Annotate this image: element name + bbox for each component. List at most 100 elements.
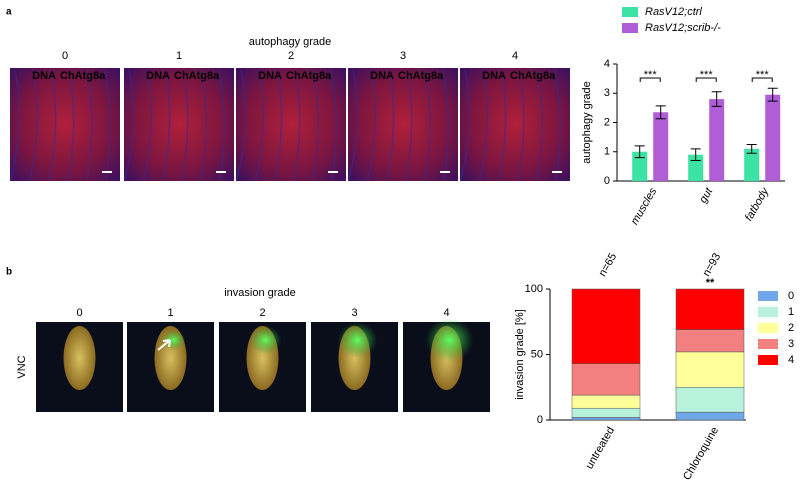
gfp (425, 318, 474, 362)
sig-bracket (639, 77, 661, 82)
error-bar (690, 148, 701, 162)
significance: *** (700, 69, 714, 81)
stain-label: DNA (146, 70, 170, 82)
legend-label: RasV12;ctrl (645, 6, 702, 18)
bar (632, 151, 648, 181)
texture (554, 69, 562, 181)
stain-label: ChAtg8a (60, 70, 106, 82)
texture (536, 69, 543, 181)
texture (218, 69, 226, 181)
bar-segment (571, 417, 641, 421)
gfp (161, 330, 186, 350)
x-tick-label: Chloroquine (681, 425, 721, 482)
stain-label: DNA (370, 70, 394, 82)
gfp (249, 326, 282, 354)
texture (104, 69, 112, 181)
bar-segment (571, 394, 641, 409)
n-label: n=65 (597, 251, 620, 278)
error-bar (711, 91, 722, 107)
bar-segment (675, 329, 745, 353)
grade-label: 1 (167, 307, 173, 319)
micrograph (10, 68, 120, 181)
grade-label: 2 (259, 307, 265, 319)
panel-label: b (6, 267, 12, 278)
x-tick-label: muscles (629, 186, 660, 227)
texture (330, 69, 338, 181)
legend-swatch (622, 7, 638, 17)
texture (67, 69, 75, 181)
texture (200, 69, 207, 181)
stain-label: ChAtg8a (510, 70, 556, 82)
legend-label: 2 (788, 322, 794, 334)
texture (48, 69, 57, 181)
x-tick-label: gut (697, 185, 716, 205)
grade-label: 3 (351, 307, 357, 319)
texture (274, 69, 283, 181)
bar-segment (675, 288, 745, 330)
legend-label: 4 (788, 354, 794, 366)
gfp (337, 322, 378, 358)
texture (86, 69, 93, 181)
texture (348, 69, 358, 181)
legend-swatch (622, 23, 638, 33)
error-bar (767, 87, 778, 102)
texture (181, 69, 189, 181)
stain-label: ChAtg8a (286, 70, 332, 82)
texture (255, 69, 265, 181)
texture (517, 69, 525, 181)
panel-title: autophagy grade (249, 36, 332, 48)
texture (460, 69, 470, 181)
x-tick-label: untreated (583, 425, 617, 471)
y-tick-label: 4 (604, 58, 610, 70)
micrograph (348, 68, 458, 181)
bar (688, 154, 704, 181)
bar-segment (675, 411, 745, 421)
texture (162, 69, 171, 181)
legend-swatch (758, 291, 778, 301)
bar (653, 112, 669, 181)
y-tick-label: 100 (525, 283, 543, 295)
bar-segment (675, 387, 745, 413)
y-tick-label: 0 (604, 175, 610, 187)
texture (293, 69, 301, 181)
texture (124, 69, 134, 181)
bar-segment (675, 351, 745, 388)
grade-label: 0 (76, 307, 82, 319)
y-tick-label: 3 (604, 87, 610, 99)
y-tick-label: 0 (537, 414, 543, 426)
bar (709, 99, 725, 181)
bar-segment (571, 288, 641, 364)
bar (765, 94, 781, 181)
legend-label: 0 (788, 290, 794, 302)
stain-label: DNA (32, 70, 56, 82)
bar-segment (571, 363, 641, 396)
bar (744, 148, 760, 181)
texture (367, 69, 377, 181)
panel-label: a (6, 7, 12, 18)
stain-label: ChAtg8a (398, 70, 444, 82)
legend-swatch (758, 307, 778, 317)
texture (236, 69, 246, 181)
x-tick-label: fatbody (743, 185, 772, 224)
texture (29, 69, 39, 181)
error-bar (746, 143, 757, 154)
y-tick-label: 50 (531, 348, 543, 360)
row-label: VNC (16, 355, 28, 378)
texture (424, 69, 431, 181)
legend-label: 3 (788, 338, 794, 350)
legend-label: 1 (788, 306, 794, 318)
texture (10, 69, 20, 181)
grade-label: 3 (400, 50, 406, 62)
error-bar (634, 145, 645, 159)
legend-label: RasV12;scrib-/- (645, 22, 721, 34)
panel-title: invasion grade (224, 287, 296, 299)
micrograph (236, 68, 346, 181)
y-axis-label: invasion grade [%] (514, 309, 526, 400)
arrow (157, 339, 171, 351)
n-label: n=93 (701, 251, 724, 278)
grade-label: 2 (288, 50, 294, 62)
texture (479, 69, 489, 181)
stain-label: DNA (482, 70, 506, 82)
texture (386, 69, 395, 181)
